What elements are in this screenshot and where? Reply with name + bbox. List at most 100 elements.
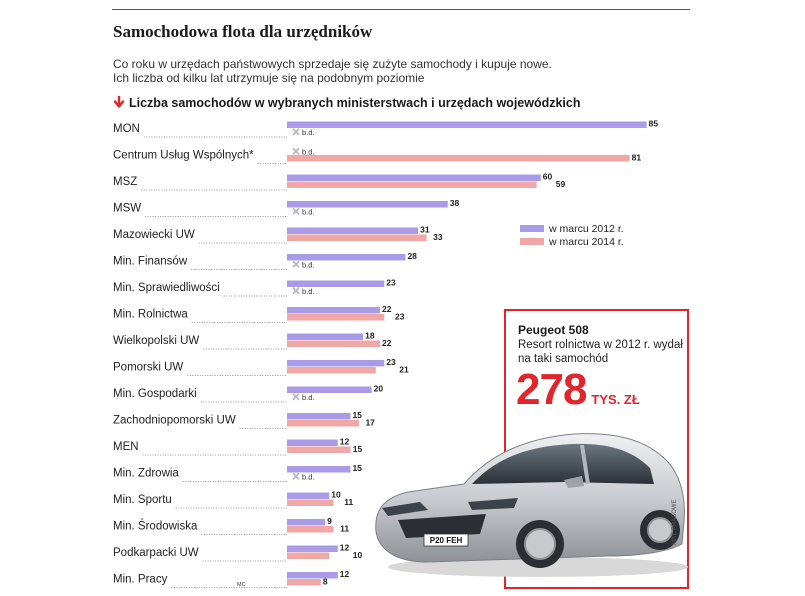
category-label-9: Pomorski UW <box>113 362 183 374</box>
category-label-15: Min. Środowiska <box>113 520 198 533</box>
bar-2014-9 <box>287 367 376 374</box>
category-label-13: Min. Zdrowia <box>113 468 179 480</box>
bar-2012-6 <box>287 280 385 287</box>
nodata-mark-2014-10-b <box>292 393 300 401</box>
legend: w marcu 2012 r. w marcu 2014 r. <box>520 222 624 248</box>
car-window-pillar <box>580 444 590 485</box>
car-windows <box>472 443 654 484</box>
source-initials: MC <box>237 582 246 588</box>
bar-2014-7 <box>287 314 385 321</box>
bar-2012-14 <box>287 492 330 499</box>
nodata-label-2012-1: b.d. <box>302 147 315 156</box>
legend-label-2012: w marcu 2012 r. <box>549 222 624 235</box>
callout-description: Resort rolnictwa w 2012 r. wydał na taki… <box>518 339 683 365</box>
subtitle-line-1: Co roku w urzędach państwowych sprzedaje… <box>113 57 552 71</box>
subtitle-line-2: Ich liczba od kilku lat utrzymuje się na… <box>113 71 425 85</box>
license-plate-text: P20 FEH <box>430 536 463 545</box>
value-label-2012-17: 12 <box>340 569 350 579</box>
value-label-2012-9: 23 <box>386 357 396 367</box>
value-label-2012-12: 12 <box>340 437 350 447</box>
bar-2014-2 <box>287 181 537 188</box>
value-label-2012-11: 15 <box>352 410 362 420</box>
car-image: P20 FEH <box>375 433 688 577</box>
value-label-2014-1: 81 <box>632 153 642 163</box>
category-label-10: Min. Gospodarki <box>113 388 197 400</box>
bar-2012-2 <box>287 174 541 181</box>
bar-2014-12 <box>287 446 351 453</box>
value-label-2012-10: 20 <box>374 384 384 394</box>
value-label-2012-14: 10 <box>331 490 341 500</box>
value-label-2012-15: 9 <box>327 516 332 526</box>
value-label-2014-8: 22 <box>382 338 392 348</box>
arrow-down-icon <box>113 96 125 108</box>
bar-2012-15 <box>287 519 326 526</box>
bar-2012-4 <box>287 227 419 234</box>
category-label-7: Min. Rolnictwa <box>113 309 188 321</box>
legend-swatch-2012 <box>520 225 544 232</box>
legend-swatch-2014 <box>520 238 544 245</box>
bar-2012-10 <box>287 386 372 393</box>
bar-2012-8 <box>287 333 364 340</box>
value-label-2014-16: 10 <box>353 550 363 560</box>
chart-title: Samochodowa flota dla urzędników <box>113 22 373 41</box>
category-label-11: Zachodniopomorski UW <box>113 415 236 427</box>
category-label-14: Min. Sportu <box>113 494 172 506</box>
value-label-2014-9: 21 <box>399 365 409 375</box>
bar-2012-0 <box>287 121 647 128</box>
price-value: 278 <box>516 365 587 414</box>
nodata-label-2014-3: b.d. <box>302 207 315 216</box>
bar-2012-13 <box>287 466 351 473</box>
value-label-2014-2: 59 <box>556 179 566 189</box>
category-label-3: MSW <box>113 203 141 215</box>
nodata-mark-2012-1-b <box>292 147 300 155</box>
bar-2014-15 <box>287 526 334 533</box>
bar-2014-4 <box>287 234 427 241</box>
legend-item-2012: w marcu 2012 r. <box>520 222 624 235</box>
value-label-2014-12: 15 <box>353 444 363 454</box>
value-label-2014-14: 11 <box>344 497 353 507</box>
side-mirror <box>564 476 584 488</box>
rim-front <box>524 528 556 560</box>
photo-credit: MAT. PRASOWE <box>672 499 678 545</box>
nodata-mark-2014-3-b <box>292 207 300 215</box>
value-label-2012-16: 12 <box>340 543 350 553</box>
bar-2014-11 <box>287 420 359 427</box>
value-label-2012-8: 18 <box>365 331 375 341</box>
top-rule <box>112 9 690 10</box>
bar-2012-5 <box>287 254 406 261</box>
bar-2014-8 <box>287 340 381 347</box>
category-label-0: MON <box>113 123 140 135</box>
bar-2012-9 <box>287 360 385 367</box>
nodata-label-2014-13: b.d. <box>302 472 315 481</box>
bar-2014-14 <box>287 499 334 506</box>
value-label-2012-6: 23 <box>386 278 396 288</box>
value-label-2014-4: 33 <box>433 232 443 242</box>
value-label-2014-15: 11 <box>340 524 349 534</box>
section-heading: Liczba samochodów w wybranych ministerst… <box>113 96 581 110</box>
nodata-mark-2014-6-b <box>292 287 300 295</box>
price-unit: TYS. ZŁ <box>591 392 640 407</box>
nodata-label-2014-10: b.d. <box>302 393 315 402</box>
value-label-2012-7: 22 <box>382 304 392 314</box>
value-label-2014-17: 8 <box>323 577 328 587</box>
car-headlight-left <box>382 502 428 516</box>
car-headlight-right <box>468 498 518 510</box>
nodata-mark-2014-5-b <box>292 260 300 268</box>
nodata-mark-2014-13-b <box>292 472 300 480</box>
nodata-mark-2014-0-b <box>292 128 300 136</box>
bar-2012-11 <box>287 413 351 420</box>
nodata-label-2014-0: b.d. <box>302 128 315 137</box>
value-label-2014-7: 23 <box>395 312 405 322</box>
callout-model: Peugeot 508 <box>518 323 589 337</box>
category-label-2: MSZ <box>113 176 137 188</box>
category-label-17: Min. Pracy <box>113 574 168 586</box>
category-label-4: Mazowiecki UW <box>113 229 195 241</box>
value-label-2012-2: 60 <box>543 172 553 182</box>
bar-2012-16 <box>287 545 338 552</box>
bar-2012-17 <box>287 572 338 579</box>
value-label-2012-4: 31 <box>420 225 430 235</box>
value-label-2012-13: 15 <box>352 463 362 473</box>
nodata-label-2014-5: b.d. <box>302 260 315 269</box>
category-label-8: Wielkopolski UW <box>113 335 199 347</box>
